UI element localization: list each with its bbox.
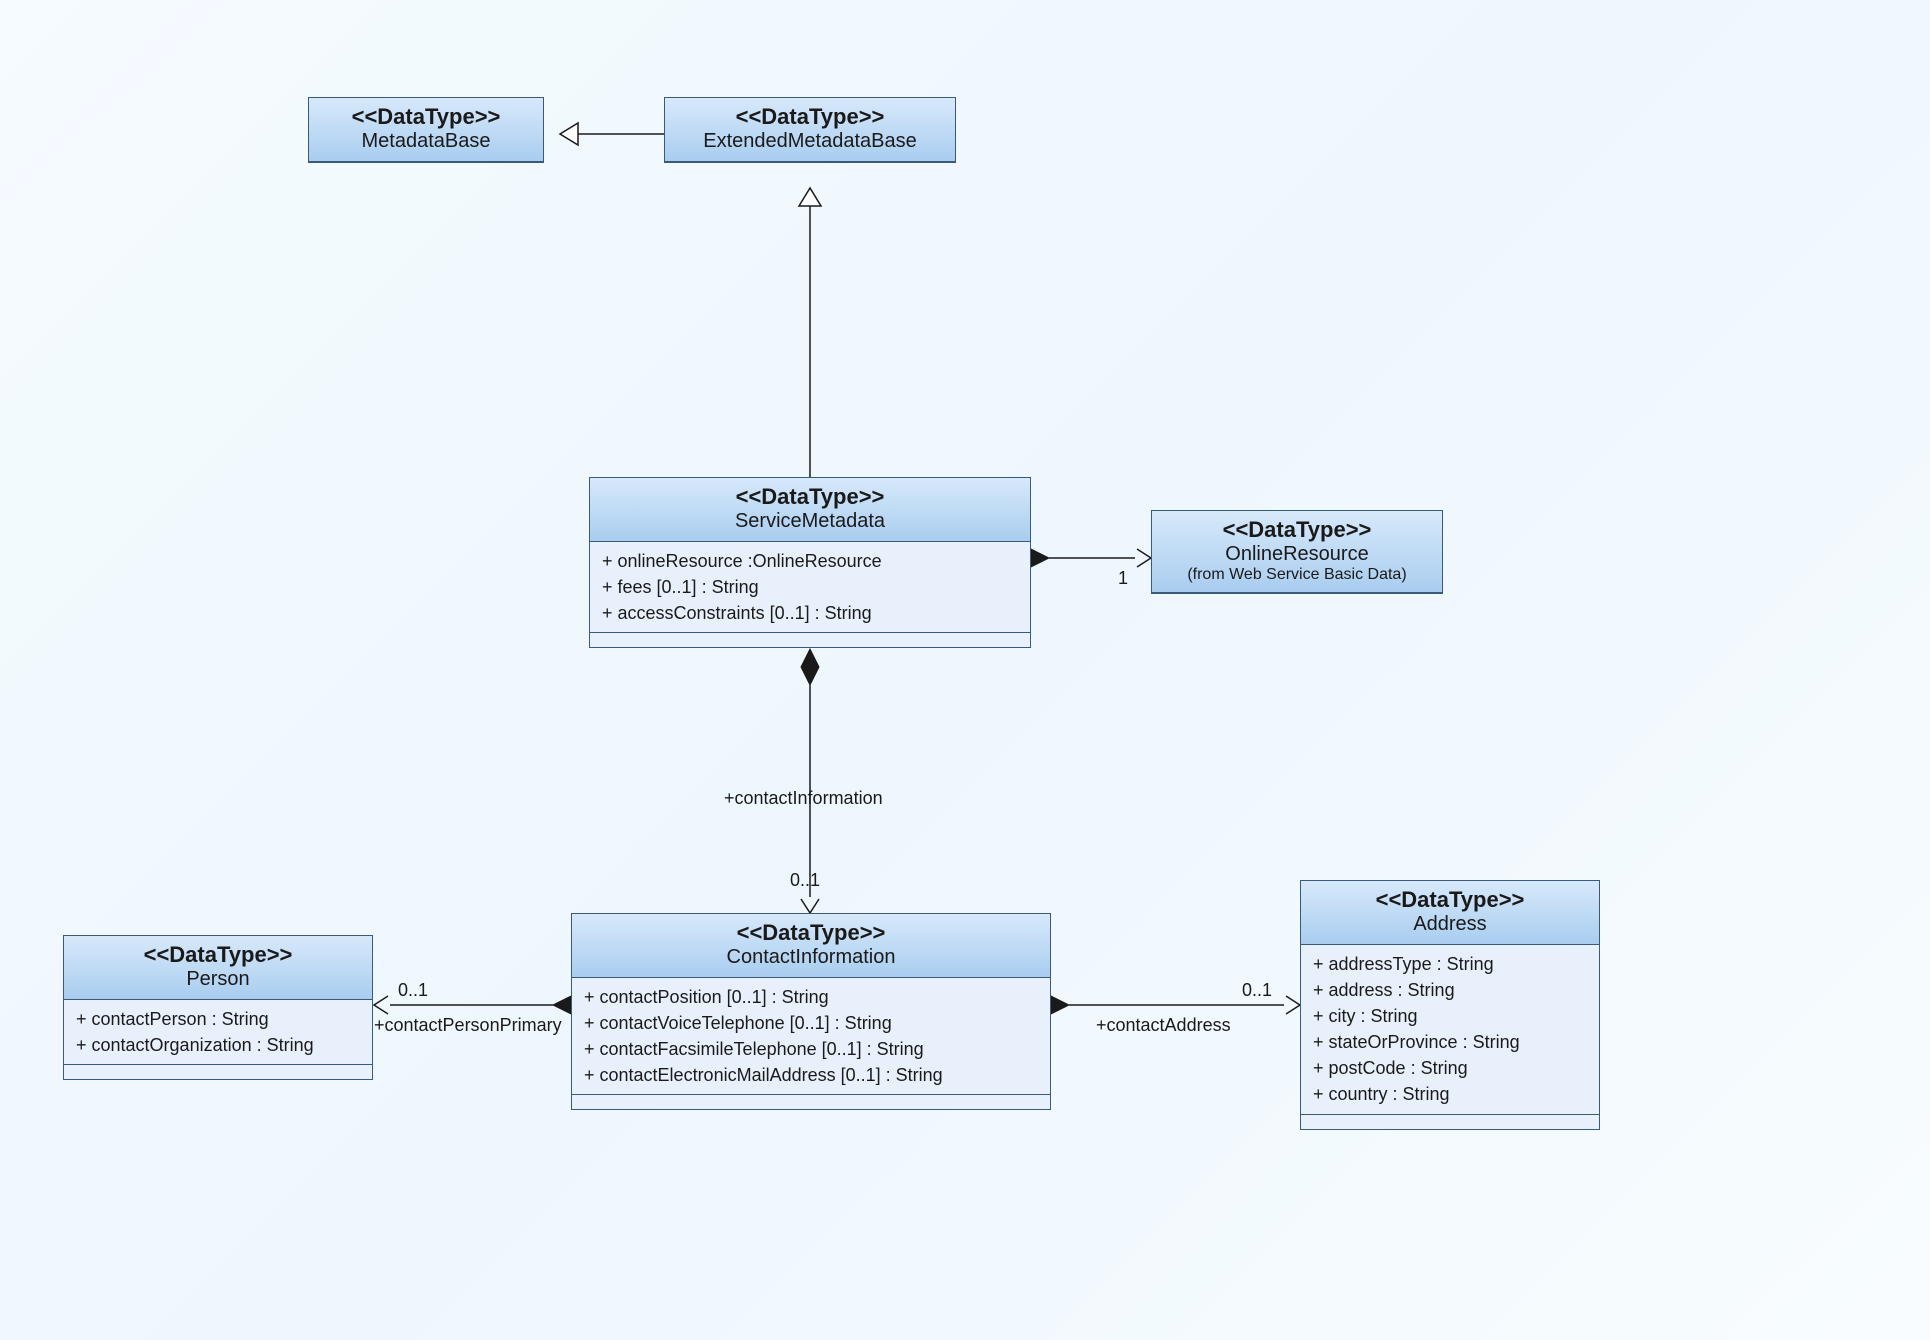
class-contact-information: <<DataType>> ContactInformation + contac…	[571, 913, 1051, 1110]
class-name: ServiceMetadata	[600, 510, 1020, 533]
attribute: + contactVoiceTelephone [0..1] : String	[584, 1010, 1038, 1036]
attribute: + fees [0..1] : String	[602, 574, 1018, 600]
class-head: <<DataType>> ExtendedMetadataBase	[665, 98, 955, 162]
attribute: + addressType : String	[1313, 951, 1587, 977]
class-name: ExtendedMetadataBase	[675, 130, 945, 153]
stereotype: <<DataType>>	[1311, 887, 1589, 913]
attribute: + address : String	[1313, 977, 1587, 1003]
class-person: <<DataType>> Person + contactPerson : St…	[63, 935, 373, 1080]
stereotype: <<DataType>>	[582, 920, 1040, 946]
attribute: + postCode : String	[1313, 1055, 1587, 1081]
class-operations-empty	[572, 1095, 1050, 1109]
class-head: <<DataType>> ContactInformation	[572, 914, 1050, 978]
edges-layer	[0, 0, 1930, 1340]
attribute: + contactFacsimileTelephone [0..1] : Str…	[584, 1036, 1038, 1062]
attribute: + country : String	[1313, 1081, 1587, 1107]
class-name: Person	[74, 968, 362, 991]
attribute: + accessConstraints [0..1] : String	[602, 600, 1018, 626]
attribute: + onlineResource :OnlineResource	[602, 548, 1018, 574]
class-online-resource: <<DataType>> OnlineResource (from Web Se…	[1151, 510, 1443, 594]
attribute: + city : String	[1313, 1003, 1587, 1029]
attribute: + contactPosition [0..1] : String	[584, 984, 1038, 1010]
class-address: <<DataType>> Address + addressType : Str…	[1300, 880, 1600, 1130]
class-name: OnlineResource	[1162, 543, 1432, 566]
class-head: <<DataType>> ServiceMetadata	[590, 478, 1030, 542]
role-label: +contactAddress	[1096, 1015, 1231, 1036]
class-head: <<DataType>> OnlineResource (from Web Se…	[1152, 511, 1442, 593]
attribute: + contactPerson : String	[76, 1006, 360, 1032]
stereotype: <<DataType>>	[600, 484, 1020, 510]
role-label: +contactInformation	[724, 788, 883, 809]
class-name: ContactInformation	[582, 946, 1040, 969]
class-attributes: + contactPosition [0..1] : String + cont…	[572, 978, 1050, 1095]
multiplicity-label: 0..1	[1242, 980, 1272, 1001]
class-name: Address	[1311, 913, 1589, 936]
attribute: + stateOrProvince : String	[1313, 1029, 1587, 1055]
stereotype: <<DataType>>	[319, 104, 533, 130]
multiplicity-label: 0..1	[398, 980, 428, 1001]
class-metadata-base: <<DataType>> MetadataBase	[308, 97, 544, 163]
attribute: + contactElectronicMailAddress [0..1] : …	[584, 1062, 1038, 1088]
class-service-metadata: <<DataType>> ServiceMetadata + onlineRes…	[589, 477, 1031, 648]
stereotype: <<DataType>>	[675, 104, 945, 130]
class-attributes: + addressType : String + address : Strin…	[1301, 945, 1599, 1115]
class-operations-empty	[590, 633, 1030, 647]
multiplicity-label: 0..1	[790, 870, 820, 891]
stereotype: <<DataType>>	[1162, 517, 1432, 543]
class-head: <<DataType>> Person	[64, 936, 372, 1000]
class-head: <<DataType>> MetadataBase	[309, 98, 543, 162]
attribute: + contactOrganization : String	[76, 1032, 360, 1058]
class-attributes: + contactPerson : String + contactOrgani…	[64, 1000, 372, 1065]
class-head: <<DataType>> Address	[1301, 881, 1599, 945]
class-name: MetadataBase	[319, 130, 533, 153]
uml-canvas: <<DataType>> MetadataBase <<DataType>> E…	[0, 0, 1930, 1340]
multiplicity-label: 1	[1118, 568, 1128, 589]
class-attributes: + onlineResource :OnlineResource + fees …	[590, 542, 1030, 633]
class-from: (from Web Service Basic Data)	[1162, 566, 1432, 584]
class-extended-metadata-base: <<DataType>> ExtendedMetadataBase	[664, 97, 956, 163]
role-label: +contactPersonPrimary	[374, 1015, 562, 1036]
class-operations-empty	[64, 1065, 372, 1079]
class-operations-empty	[1301, 1115, 1599, 1129]
stereotype: <<DataType>>	[74, 942, 362, 968]
